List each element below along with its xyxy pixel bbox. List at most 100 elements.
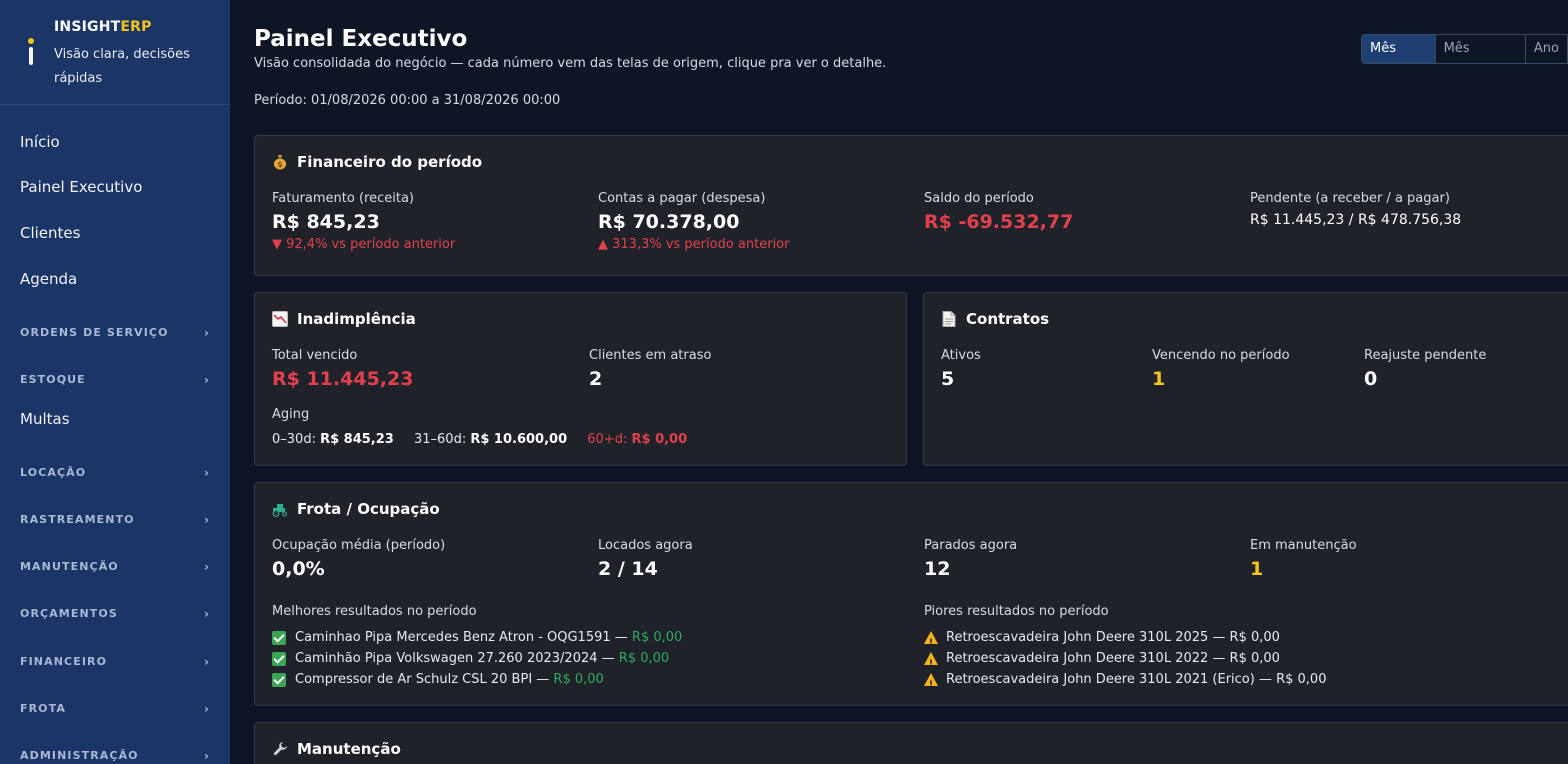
- metric-value: 1: [1250, 558, 1264, 580]
- card-title: Inadimplência: [272, 310, 416, 328]
- list-item[interactable]: Caminhão Pipa Volkswagen 27.260 2023/202…: [272, 648, 682, 669]
- metric-total-vencido[interactable]: Total vencido R$ 11.445,23: [272, 348, 413, 390]
- metric-value: 2 / 14: [598, 558, 658, 580]
- sidebar-section-label: FINANCEIRO: [20, 655, 108, 668]
- card-title: Frota / Ocupação: [272, 500, 440, 518]
- worst-results-title: Piores resultados no período: [924, 604, 1109, 619]
- metric-value: R$ 845,23: [272, 211, 380, 233]
- main-content: Painel Executivo Visão consolidada do ne…: [230, 0, 1568, 764]
- metric-ativos[interactable]: Ativos 5: [941, 348, 981, 390]
- sidebar-item-multas[interactable]: Multas: [20, 410, 70, 428]
- metric-label: Em manutenção: [1250, 538, 1357, 553]
- chevron-right-icon: ›: [203, 607, 210, 621]
- metric-value: 2: [589, 368, 603, 390]
- brand-tagline: Visão clara, decisões rápidas: [54, 47, 190, 86]
- sidebar-item-inicio[interactable]: Início: [20, 133, 60, 151]
- sidebar-section-rastreamento[interactable]: RASTREAMENTO ›: [20, 513, 210, 527]
- check-icon: [272, 672, 286, 687]
- chevron-right-icon: ›: [203, 466, 210, 480]
- sidebar-section-ordens-de-servico[interactable]: ORDENS DE SERVIÇO ›: [20, 326, 210, 340]
- sidebar-section-locacao[interactable]: LOCAÇÃO ›: [20, 466, 210, 480]
- sidebar-section-label: ESTOQUE: [20, 373, 86, 386]
- period-option-mes-atual[interactable]: Mês atual: [1362, 35, 1436, 63]
- sidebar-section-administracao[interactable]: ADMINISTRAÇÃO ›: [20, 749, 210, 763]
- aging-row: 0–30d: R$ 845,23 31–60d: R$ 10.600,00 60…: [272, 432, 703, 447]
- metric-vencendo[interactable]: Vencendo no período 1: [1152, 348, 1290, 390]
- sidebar-item-clientes[interactable]: Clientes: [20, 224, 81, 242]
- brand-name: INSIGHTERP: [54, 19, 152, 35]
- metric-value: R$ 11.445,23 / R$ 478.756,38: [1250, 212, 1462, 228]
- metric-reajuste[interactable]: Reajuste pendente 0: [1364, 348, 1486, 390]
- card-title-text: Frota / Ocupação: [297, 500, 440, 518]
- sidebar-item-painel-executivo[interactable]: Painel Executivo: [20, 178, 143, 196]
- metric-delta: ▼ 92,4% vs período anterior: [272, 237, 456, 252]
- tractor-icon: [272, 501, 288, 517]
- metric-label: Ocupação média (período): [272, 538, 446, 553]
- worst-results-list: Retroescavadeira John Deere 310L 2025 — …: [924, 627, 1326, 696]
- metric-label: Total vencido: [272, 348, 358, 363]
- list-item[interactable]: Caminhao Pipa Mercedes Benz Atron - OQG1…: [272, 627, 682, 648]
- period-range: Período: 01/08/2026 00:00 a 31/08/2026 0…: [254, 93, 561, 108]
- metric-saldo[interactable]: Saldo do período R$ -69.532,77: [924, 191, 1073, 233]
- aging-60-plus[interactable]: 60+d: R$ 0,00: [587, 432, 688, 447]
- metric-pendente[interactable]: Pendente (a receber / a pagar) R$ 11.445…: [1250, 191, 1461, 228]
- brand-logo-icon: [24, 38, 38, 66]
- metric-label: Faturamento (receita): [272, 191, 415, 206]
- page-title: Painel Executivo: [254, 26, 468, 52]
- metric-value: R$ -69.532,77: [924, 211, 1074, 233]
- sidebar-section-label: FROTA: [20, 702, 66, 715]
- best-results-list: Caminhao Pipa Mercedes Benz Atron - OQG1…: [272, 627, 682, 690]
- sidebar-section-label: LOCAÇÃO: [20, 466, 87, 479]
- warning-icon: [924, 652, 938, 675]
- period-option-ano[interactable]: Ano: [1525, 35, 1567, 63]
- metric-value: 0,0%: [272, 558, 325, 580]
- money-bag-icon: $: [272, 154, 288, 170]
- metric-label: Ativos: [941, 348, 981, 363]
- metric-em-manutencao[interactable]: Em manutenção 1: [1250, 538, 1357, 580]
- list-item[interactable]: Compressor de Ar Schulz CSL 20 BPI — R$ …: [272, 669, 682, 690]
- sidebar-section-label: ORDENS DE SERVIÇO: [20, 326, 169, 339]
- metric-label: Vencendo no período: [1152, 348, 1290, 363]
- metric-label: Clientes em atraso: [589, 348, 712, 363]
- sidebar-section-frota[interactable]: FROTA ›: [20, 702, 210, 716]
- metric-parados[interactable]: Parados agora 12: [924, 538, 1017, 580]
- metric-faturamento[interactable]: Faturamento (receita) R$ 845,23 ▼ 92,4% …: [272, 191, 455, 252]
- warning-icon: [924, 673, 938, 696]
- metric-clientes-em-atraso[interactable]: Clientes em atraso 2: [589, 348, 711, 390]
- metric-label: Saldo do período: [924, 191, 1034, 206]
- aging-31-60[interactable]: 31–60d: R$ 10.600,00: [413, 432, 568, 447]
- metric-label: Contas a pagar (despesa): [598, 191, 766, 206]
- card-inadimplencia: Inadimplência Total vencido R$ 11.445,23…: [254, 292, 907, 466]
- aging-label: Aging: [272, 407, 310, 422]
- check-icon: [272, 630, 286, 645]
- metric-value: 12: [924, 558, 951, 580]
- best-results-title: Melhores resultados no período: [272, 604, 477, 619]
- list-item[interactable]: Retroescavadeira John Deere 310L 2025 — …: [924, 627, 1326, 654]
- period-option-mes-anterior[interactable]: Mês anterior: [1435, 35, 1526, 63]
- sidebar-item-agenda[interactable]: Agenda: [20, 270, 78, 288]
- chevron-right-icon: ›: [203, 373, 210, 387]
- sidebar-section-financeiro[interactable]: FINANCEIRO ›: [20, 655, 210, 669]
- list-item[interactable]: Retroescavadeira John Deere 310L 2022 — …: [924, 648, 1326, 675]
- document-icon: [941, 311, 957, 327]
- card-title-text: Financeiro do período: [297, 153, 483, 171]
- metric-value: R$ 70.378,00: [598, 211, 740, 233]
- sidebar-section-estoque[interactable]: ESTOQUE ›: [20, 373, 210, 387]
- chevron-right-icon: ›: [203, 702, 210, 716]
- sidebar-section-label: MANUTENÇÃO: [20, 560, 119, 573]
- chevron-right-icon: ›: [203, 655, 210, 669]
- metric-contas-a-pagar[interactable]: Contas a pagar (despesa) R$ 70.378,00 ▲ …: [598, 191, 789, 252]
- card-financeiro: $ Financeiro do período Faturamento (rec…: [254, 135, 1568, 276]
- svg-text:$: $: [277, 160, 283, 169]
- card-contratos: Contratos Ativos 5 Vencendo no período 1…: [923, 292, 1568, 466]
- wrench-icon: [272, 741, 288, 757]
- metric-locados[interactable]: Locados agora 2 / 14: [598, 538, 693, 580]
- metric-ocupacao[interactable]: Ocupação média (período) 0,0%: [272, 538, 445, 580]
- brand[interactable]: INSIGHTERP Visão clara, decisões rápidas: [0, 0, 230, 105]
- metric-value: 5: [941, 368, 955, 390]
- card-manutencao: Manutenção: [254, 722, 1568, 764]
- list-item[interactable]: Retroescavadeira John Deere 310L 2021 (E…: [924, 669, 1326, 696]
- aging-0-30[interactable]: 0–30d: R$ 845,23: [272, 432, 394, 447]
- sidebar-section-orcamentos[interactable]: ORÇAMENTOS ›: [20, 607, 210, 621]
- sidebar-section-manutencao[interactable]: MANUTENÇÃO ›: [20, 560, 210, 574]
